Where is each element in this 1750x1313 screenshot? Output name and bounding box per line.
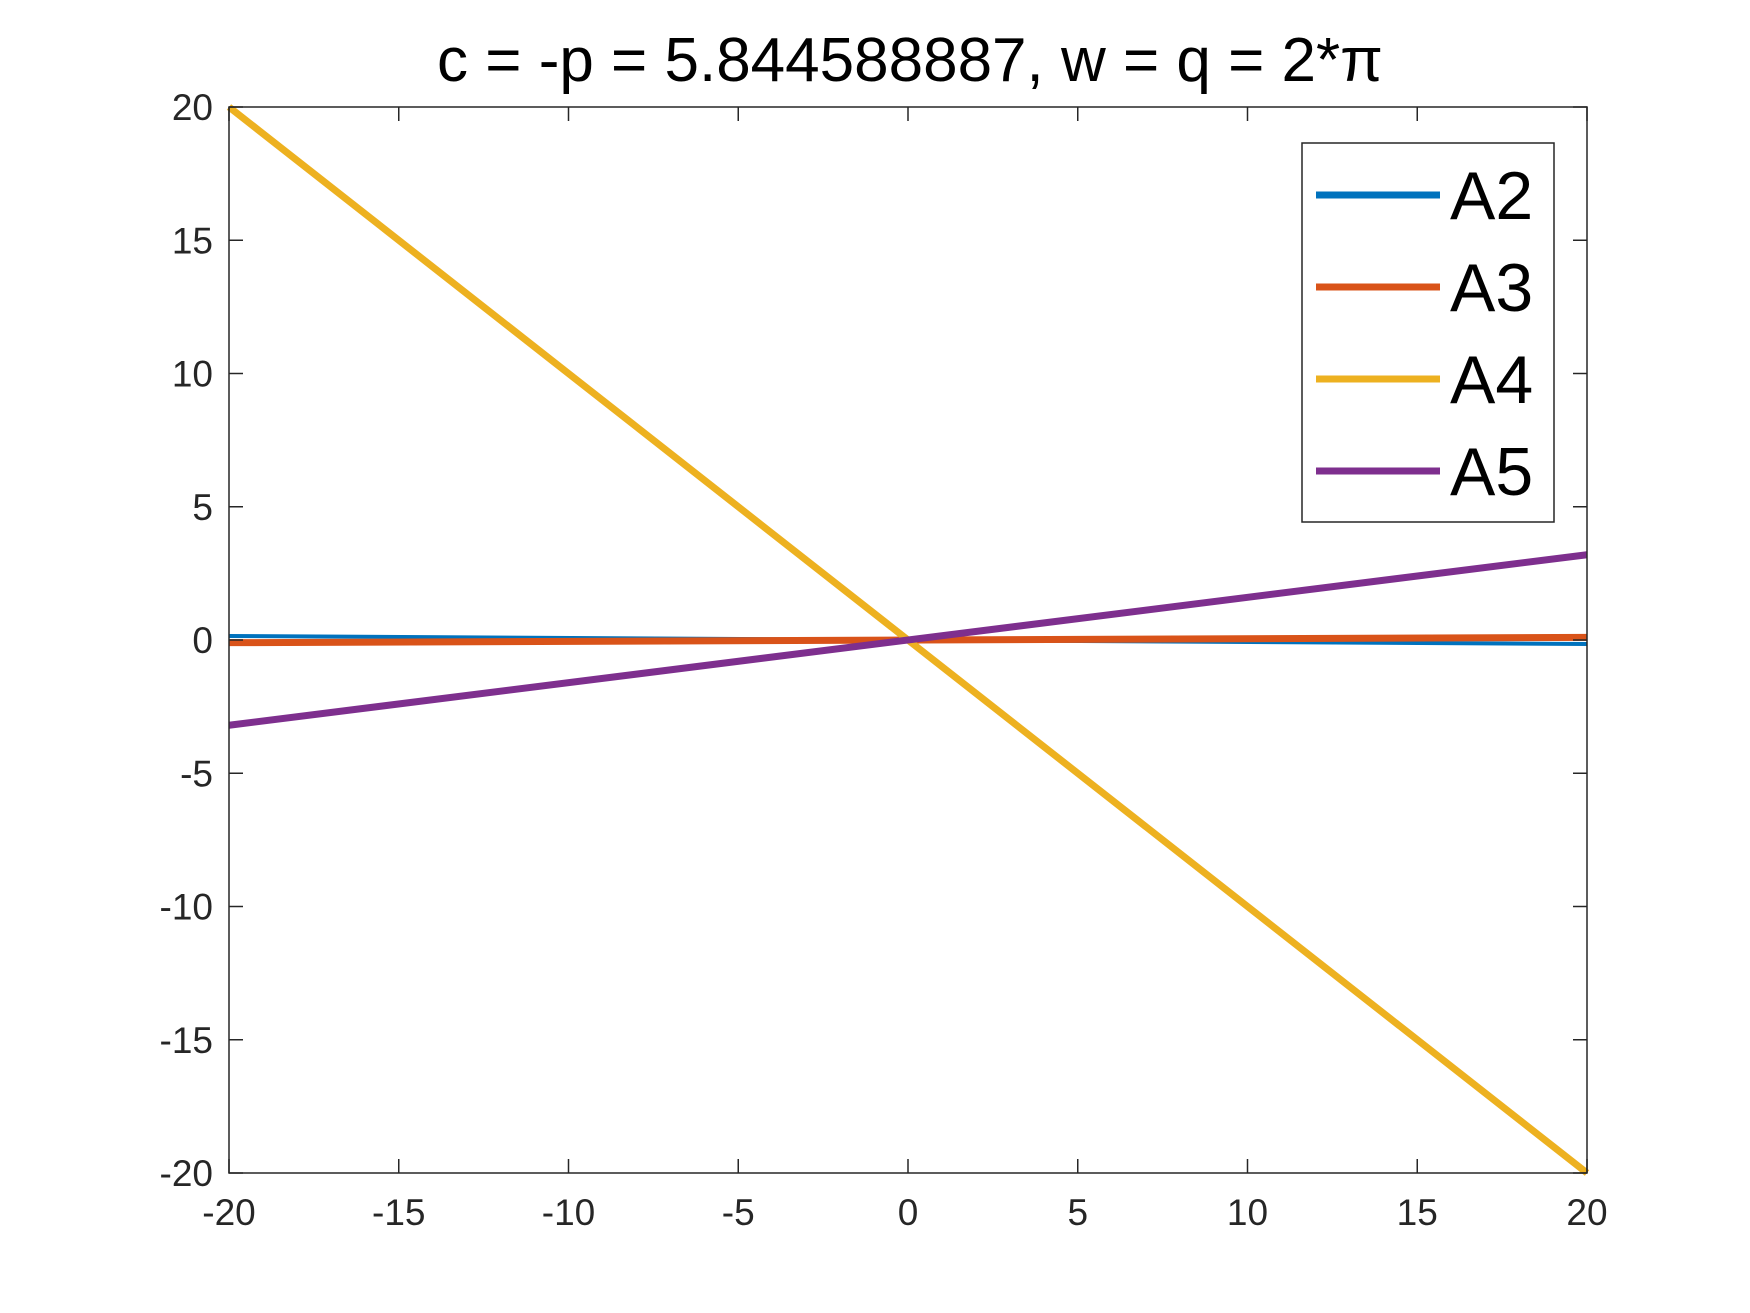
y-tick-label: -5 [180, 753, 213, 794]
x-tick-label: -20 [202, 1192, 255, 1233]
series-line-a5 [228, 551, 1588, 729]
y-tick-label: 15 [172, 220, 213, 261]
y-tick-label: 5 [192, 487, 213, 528]
tick-layer: -20 -15 -10 -5 0 5 10 15 20 -20 -15 -10 -5 0 5 10 15 20 [160, 87, 1608, 1233]
x-tick-label: 10 [1227, 1192, 1268, 1233]
legend-box [1301, 142, 1555, 523]
x-tick-label: -15 [372, 1192, 425, 1233]
y-tick-label: 20 [172, 87, 213, 128]
legend: A2 A3 A4 A5 [1301, 142, 1555, 523]
legend-entry-a5: A5 [1316, 434, 1533, 510]
y-tick-label: -10 [160, 887, 213, 928]
x-tick-label: -5 [722, 1192, 755, 1233]
series-layer [226, 104, 1590, 1176]
y-tick-label: -20 [160, 1153, 213, 1194]
y-tick-label: -15 [160, 1020, 213, 1061]
legend-entry-a3: A3 [1316, 250, 1533, 326]
legend-label: A2 [1450, 158, 1533, 234]
y-tick-label: 0 [192, 620, 213, 661]
x-tick-label: 0 [898, 1192, 919, 1233]
chart-title: c = -p = 5.844588887, w = q = 2*π [437, 26, 1383, 95]
y-tick-label: 10 [172, 354, 213, 395]
x-tick-label: 5 [1067, 1192, 1088, 1233]
legend-entry-a4: A4 [1316, 342, 1533, 418]
x-tick-label: 15 [1397, 1192, 1438, 1233]
legend-label: A5 [1450, 434, 1533, 510]
legend-label: A3 [1450, 250, 1533, 326]
legend-entry-a2: A2 [1316, 158, 1533, 234]
x-tick-label: 20 [1566, 1192, 1607, 1233]
x-tick-label: -10 [542, 1192, 595, 1233]
legend-label: A4 [1450, 342, 1533, 418]
legend-items: A2 A3 A4 A5 [1316, 158, 1533, 510]
